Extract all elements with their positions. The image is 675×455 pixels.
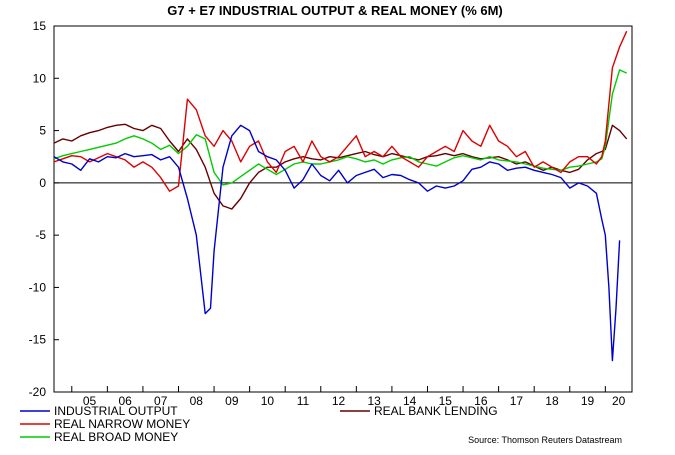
y-tick-label: -10 bbox=[29, 280, 47, 294]
plot-frame bbox=[53, 25, 633, 393]
x-tick-label: 06 bbox=[118, 394, 132, 408]
y-tick-label: 0 bbox=[39, 176, 46, 190]
y-tick-label: -5 bbox=[35, 228, 46, 242]
legend-label: REAL NARROW MONEY bbox=[54, 417, 190, 431]
x-tick-label: 19 bbox=[581, 394, 595, 408]
series-line-real-narrow-money bbox=[53, 30, 628, 192]
x-tick-label: 08 bbox=[190, 394, 204, 408]
legend-label: REAL BROAD MONEY bbox=[54, 430, 178, 444]
legend-label: REAL BANK LENDING bbox=[374, 404, 498, 418]
series-line-real-broad-money bbox=[53, 69, 627, 186]
x-tick-label: 15 bbox=[439, 394, 453, 408]
legend-label: INDUSTRIAL OUTPUT bbox=[54, 404, 178, 418]
x-tick-label: 16 bbox=[474, 394, 488, 408]
y-tick-label: 5 bbox=[39, 124, 46, 138]
series-line-industrial-output bbox=[53, 124, 621, 362]
x-tick-label: 10 bbox=[261, 394, 275, 408]
y-tick-label: -15 bbox=[29, 333, 47, 347]
y-axis: 15 10 5 0 -5 -10 -15 -20 bbox=[29, 19, 59, 399]
series-group bbox=[53, 30, 628, 362]
x-tick-label: 17 bbox=[510, 394, 524, 408]
y-tick-label: -20 bbox=[29, 385, 47, 399]
x-tick-label: 18 bbox=[545, 394, 559, 408]
x-tick-label: 14 bbox=[403, 394, 417, 408]
x-tick-label: 20 bbox=[612, 394, 626, 408]
x-tick-label: 09 bbox=[225, 394, 239, 408]
x-tick-label: 13 bbox=[367, 394, 381, 408]
x-axis: 05 06 07 08 09 10 11 12 13 14 15 16 17 18 19 20 bbox=[71, 386, 626, 408]
x-tick-label: 07 bbox=[154, 394, 168, 408]
x-tick-label: 05 bbox=[83, 394, 97, 408]
y-tick-label: 10 bbox=[33, 71, 47, 85]
chart-title: G7 + E7 INDUSTRIAL OUTPUT & REAL MONEY (… bbox=[167, 3, 503, 18]
x-tick-label: 11 bbox=[297, 394, 310, 408]
y-tick-label: 15 bbox=[33, 19, 47, 33]
x-tick-label: 12 bbox=[332, 394, 346, 408]
series-line-real-bank-lending bbox=[53, 123, 628, 210]
source-note: Source: Thomson Reuters Datastream bbox=[468, 435, 622, 445]
